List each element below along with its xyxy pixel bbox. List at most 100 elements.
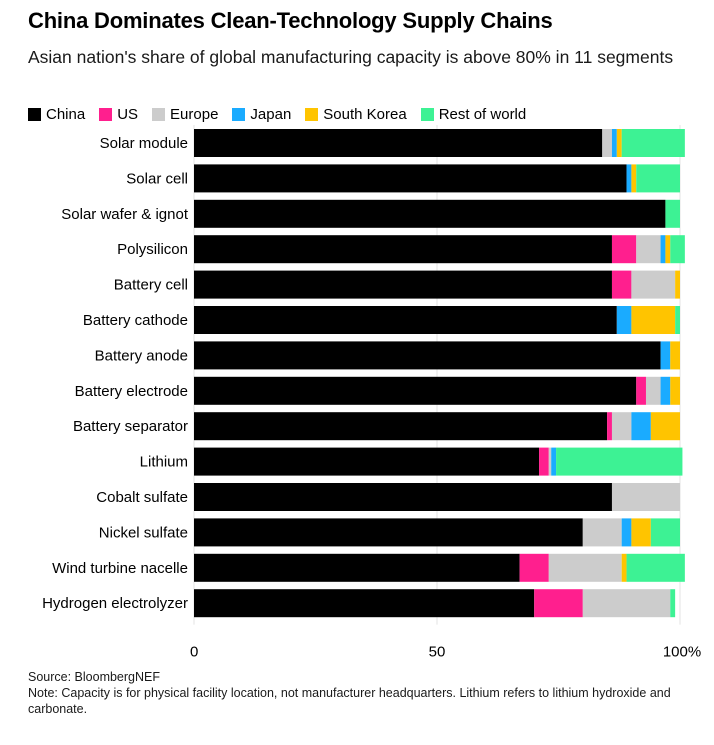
bar-segment-south-korea	[665, 235, 671, 264]
bar-segment-south-korea	[621, 553, 627, 582]
category-label: Hydrogen electrolyzer	[42, 595, 188, 612]
chart-subtitle: Asian nation's share of global manufactu…	[28, 47, 674, 67]
category-label: Polysilicon	[117, 241, 188, 258]
bar-segment-europe	[582, 518, 622, 547]
bar-segment-china	[194, 483, 612, 511]
bar-segment-japan	[660, 376, 671, 405]
category-label: Battery cell	[114, 277, 188, 294]
bar-segment-china	[194, 376, 637, 405]
bar-segment-china	[194, 412, 608, 441]
bar-segment-china	[194, 589, 535, 618]
bar-segment-europe	[582, 589, 671, 618]
bar-segment-south-korea	[670, 376, 680, 405]
bar-segment-south-korea	[675, 270, 680, 299]
category-label: Nickel sulfate	[99, 524, 188, 541]
category-label: Battery anode	[95, 347, 188, 364]
category-label: Battery separator	[73, 418, 188, 435]
bar-segment-japan	[621, 518, 632, 547]
bar-segment-rest-of-world	[621, 129, 685, 157]
bar-segment-rest-of-world	[670, 589, 676, 618]
category-label: Solar module	[100, 135, 188, 152]
category-label: Solar cell	[126, 170, 188, 187]
category-label: Battery electrode	[75, 383, 188, 400]
bar-segment-japan	[551, 447, 557, 476]
x-tick-label: 50	[429, 644, 446, 661]
bar-segment-south-korea	[670, 341, 680, 370]
legend-label: US	[117, 105, 139, 123]
category-label: Wind turbine nacelle	[52, 560, 188, 577]
bar-segment-rest-of-world	[636, 164, 680, 193]
bar-segment-us	[534, 589, 583, 618]
legend: China US Europe Japan South Korea Rest of wor…	[28, 104, 540, 124]
chart-footer: Source: BloombergNEF Note: Capacity is f…	[28, 669, 698, 717]
bar-segment-china	[194, 235, 612, 264]
bar-segment-us	[611, 270, 632, 299]
bar-segment-europe	[611, 483, 680, 511]
bar-segment-japan	[631, 412, 651, 441]
category-label: Battery cathode	[83, 312, 188, 329]
bar-segment-japan	[660, 341, 671, 370]
category-label: Cobalt sulfate	[96, 489, 188, 506]
bar-segment-japan	[611, 129, 617, 157]
bar-segment-japan	[660, 235, 666, 264]
bar-segment-europe	[548, 447, 552, 476]
bar-segment-china	[194, 447, 540, 476]
legend-item-europe: Europe	[152, 106, 218, 123]
legend-swatch	[99, 107, 113, 121]
legend-label: Japan	[250, 105, 292, 123]
bar-segment-south-korea	[631, 518, 651, 547]
legend-swatch	[232, 107, 246, 121]
bar-segment-europe	[636, 235, 661, 264]
bar-segment-rest-of-world	[650, 518, 680, 547]
bar-segment-rest-of-world	[665, 199, 680, 228]
bar-segment-china	[194, 129, 603, 157]
bar-segment-rest-of-world	[556, 447, 683, 476]
bar-segment-us	[519, 553, 549, 582]
bar-segment-us	[607, 412, 612, 441]
legend-label: Rest of world	[438, 105, 527, 123]
legend-item-japan: Japan	[232, 106, 291, 123]
legend-item-us: US	[99, 106, 138, 123]
bar-segment-china	[194, 306, 617, 334]
legend-item-south-korea: South Korea	[305, 105, 407, 123]
bar-segment-rest-of-world	[675, 306, 680, 334]
bar-segment-rest-of-world	[626, 553, 685, 582]
x-tick-label: 0	[190, 644, 198, 661]
bar-segment-europe	[611, 412, 632, 441]
category-label: Solar wafer & ignot	[61, 206, 189, 223]
legend-item-rest-of-world: Rest of world	[420, 105, 527, 123]
legend-label: Europe	[170, 105, 219, 123]
bar-segment-china	[194, 341, 661, 370]
bar-segment-china	[194, 270, 612, 299]
x-tick-label: 100%	[663, 644, 701, 661]
bar-segment-south-korea	[631, 164, 637, 193]
bar-segment-china	[194, 199, 666, 228]
bar-segment-china	[194, 553, 520, 582]
stacked-bar-chart: Solar module Solar cell Solar wafer & igno…	[42, 125, 701, 661]
legend-label: South Korea	[323, 105, 407, 123]
legend-label: China	[46, 105, 86, 123]
bar-segment-rest-of-world	[670, 235, 685, 264]
category-label: Lithium	[140, 454, 188, 471]
bar-segment-europe	[631, 270, 676, 299]
capacity-note: Note: Capacity is for physical facility …	[28, 686, 671, 716]
legend-swatch	[152, 107, 166, 121]
bar-segment-china	[194, 518, 583, 547]
bar-segment-japan	[626, 164, 632, 193]
bar-segment-china	[194, 164, 627, 193]
legend-swatch	[28, 107, 41, 121]
legend-swatch	[420, 107, 434, 121]
source-note: Source: BloombergNEF	[28, 670, 161, 684]
bar-segment-us	[636, 376, 646, 405]
bar-segment-south-korea	[616, 129, 622, 157]
legend-swatch	[305, 107, 319, 121]
legend-item-china: China	[28, 106, 85, 123]
bar-segment-europe	[548, 553, 622, 582]
bar-segment-us	[611, 235, 637, 264]
bar-segment-europe	[645, 376, 661, 405]
bar-segment-europe	[602, 129, 612, 157]
bar-segment-us	[539, 447, 549, 476]
bar-segment-south-korea	[650, 412, 680, 441]
bar-segment-south-korea	[631, 306, 676, 334]
chart-title: China Dominates Clean-Technology Supply …	[28, 8, 553, 33]
